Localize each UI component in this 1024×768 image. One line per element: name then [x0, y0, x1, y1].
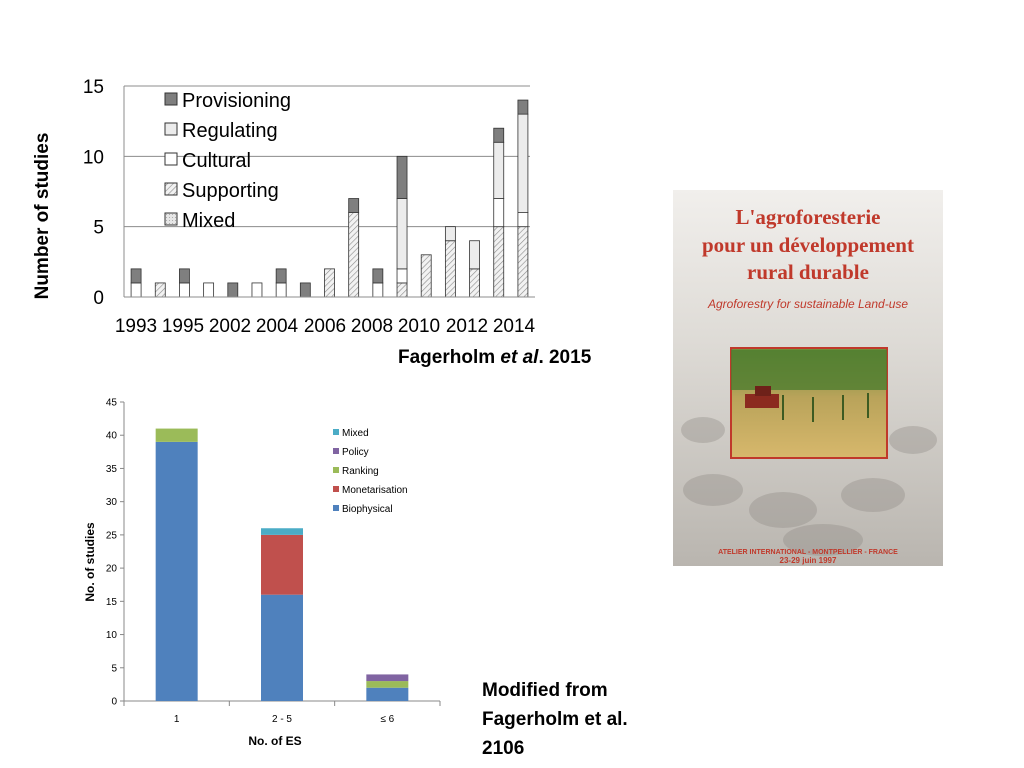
y-tick-label: 0	[93, 288, 104, 309]
bar-segment-biophysical	[155, 441, 198, 701]
bar-segment-biophysical	[261, 594, 303, 701]
bar-segment-provisioning	[396, 155, 408, 199]
book-photo	[730, 347, 888, 459]
legend-label: Monetarisation	[342, 485, 408, 496]
y-tick-label: 0	[111, 697, 117, 708]
legend-label: Provisioning	[182, 90, 291, 112]
y-tick-label: 25	[106, 530, 118, 541]
legend-swatch-mixed	[333, 429, 339, 435]
y-tick-label: 15	[106, 597, 118, 608]
book-title-line1: L'agroforesterie	[735, 205, 880, 229]
legend-label: Policy	[342, 447, 369, 458]
legend-label: Mixed	[342, 428, 369, 439]
bar-segment-provisioning	[348, 198, 360, 214]
caption-top: Fagerholm et al. 2015	[398, 347, 591, 369]
legend-label: Cultural	[182, 150, 251, 172]
bar-segment-policy	[366, 674, 409, 682]
bar-segment-provisioning	[275, 268, 287, 284]
sheep-texture	[681, 417, 937, 556]
book-footer-line1: ATELIER INTERNATIONAL - MONTPELLIER - FR…	[718, 549, 898, 556]
bar-segment-biophysical	[366, 687, 409, 701]
x-tick-label: 2012	[446, 316, 488, 337]
legend-swatch-cultural	[164, 152, 178, 166]
book-title-line3: rural durable	[747, 260, 869, 284]
chart-studies-by-es-count: 0 5 10 15 20 25 30 35 40 45 1 2 - 5 ≤ 6 No. of ES No. …	[83, 398, 441, 748]
x-tick-label: 2008	[351, 316, 393, 337]
legend-label: Mixed	[182, 210, 235, 232]
bar-segment-regulating	[469, 240, 480, 270]
legend-swatch-supporting	[164, 182, 178, 196]
y-tick-label: 10	[83, 147, 104, 168]
x-axis-title: No. of ES	[248, 734, 301, 748]
caption-bottom-line3: 2106	[482, 738, 525, 759]
caption-bottom-line2: Fagerholm et al.	[482, 709, 628, 730]
x-tick-label: 1	[174, 714, 180, 725]
bar-segment-provisioning	[517, 99, 529, 115]
y-tick-label: 5	[111, 663, 117, 674]
legend-swatch-regulating	[164, 122, 178, 136]
legend-swatch-monetarisation	[333, 486, 339, 492]
legend-swatch-provisioning	[164, 92, 178, 106]
x-tick-label: 1993	[115, 316, 157, 337]
x-tick-label: 2004	[256, 316, 299, 337]
chart-studies-by-year: 0 5 10 15 1993 1995 2002 2004 2006 2008 2010 2012 20…	[83, 77, 536, 337]
caption-top-italic: et al	[500, 347, 539, 368]
caption-top-prefix: Fagerholm	[398, 347, 501, 368]
book-title-line2: pour un développement	[702, 233, 914, 257]
y-tick-label: 35	[106, 464, 118, 475]
y-tick-label: 10	[106, 630, 118, 641]
x-tick-label: 2002	[209, 316, 251, 337]
book-subtitle: Agroforestry for sustainable Land-use	[707, 297, 908, 311]
legend-label: Supporting	[182, 180, 279, 202]
caption-bottom-line1: Modified from	[482, 680, 608, 701]
y-tick-label: 20	[106, 564, 118, 575]
bar-segment-regulating	[444, 226, 456, 242]
y-tick-label: 45	[106, 398, 118, 409]
book-cover-image: L'agroforesterie pour un développement r…	[673, 190, 943, 566]
bar-segment-mixed	[261, 528, 303, 535]
y-tick-label: 40	[106, 431, 118, 442]
bar-segment-ranking	[366, 681, 409, 688]
y-tick-label: 30	[106, 497, 118, 508]
y-axis-title: No. of studies	[83, 522, 97, 602]
legend-swatch-policy	[333, 448, 339, 454]
book-footer-line2: 23-29 juin 1997	[780, 556, 837, 565]
x-tick-label: 2014	[493, 316, 536, 337]
caption-bottom: Modified from Fagerholm et al. 2106	[482, 676, 682, 763]
legend-swatch-biophysical	[333, 505, 339, 511]
y-tick-label: 5	[93, 218, 104, 239]
caption-top-suffix: . 2015	[538, 347, 592, 368]
bar-segment-monetarisation	[261, 534, 303, 595]
legend-swatch-ranking	[333, 467, 339, 473]
x-tick-label: 2 - 5	[272, 714, 292, 725]
x-tick-label: 2010	[398, 316, 440, 337]
legend-label: Regulating	[182, 120, 278, 142]
legend-swatch-mixed	[164, 212, 178, 226]
bar-segment-provisioning	[493, 127, 505, 143]
legend-label: Biophysical	[342, 504, 393, 515]
bar-segment-ranking	[155, 428, 198, 442]
x-tick-label: 1995	[162, 316, 204, 337]
bar-segment-provisioning	[372, 268, 384, 284]
x-tick-label: 2006	[304, 316, 346, 337]
legend-label: Ranking	[342, 466, 379, 477]
y-tick-label: 15	[83, 77, 104, 98]
bar-segment-provisioning	[130, 268, 142, 284]
bar-segment-provisioning	[179, 268, 190, 284]
x-tick-label: ≤ 6	[380, 714, 394, 725]
